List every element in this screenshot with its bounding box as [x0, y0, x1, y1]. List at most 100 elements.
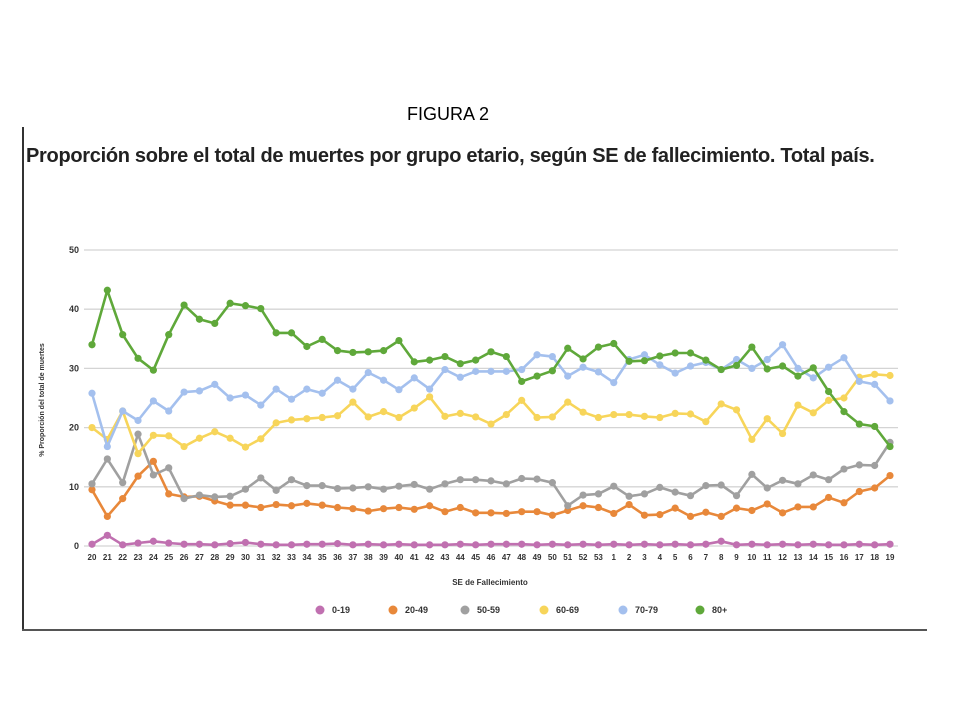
series-60-69 [88, 370, 894, 458]
data-point [287, 541, 296, 549]
data-point [364, 540, 372, 548]
data-point [241, 391, 250, 399]
data-point [594, 413, 603, 422]
data-point [441, 365, 449, 374]
data-point [287, 476, 296, 484]
legend-item: 70-79 [618, 605, 658, 615]
data-point [502, 367, 510, 375]
data-point [272, 419, 280, 427]
data-point [195, 540, 204, 548]
data-point [548, 511, 556, 519]
x-tick-label: 41 [410, 553, 419, 562]
data-point [180, 301, 188, 309]
x-tick-label: 50 [548, 553, 557, 562]
data-point [303, 342, 311, 351]
data-point [149, 537, 157, 545]
data-point [487, 509, 495, 517]
data-point [134, 472, 142, 480]
data-point [640, 490, 649, 498]
data-point [134, 430, 142, 438]
data-point [855, 461, 863, 469]
x-tick-label: 48 [517, 553, 526, 562]
x-tick-label: 36 [333, 553, 342, 562]
data-point [287, 502, 296, 510]
data-point [426, 385, 434, 393]
data-point [732, 361, 741, 370]
data-point [871, 484, 879, 492]
data-point [241, 501, 250, 509]
legend-item: 50-59 [460, 605, 500, 615]
data-point [702, 508, 710, 516]
data-point [119, 495, 127, 503]
legend: 0-19 20-49 50-59 60-69 70-79 80+ [315, 605, 727, 615]
data-point [180, 540, 188, 548]
data-point [594, 368, 603, 376]
data-point [441, 480, 449, 488]
data-point [840, 465, 848, 473]
x-tick-label: 18 [870, 553, 879, 562]
x-tick-label: 15 [824, 553, 833, 562]
data-point [149, 366, 157, 374]
data-point [548, 540, 556, 548]
data-point [533, 475, 541, 483]
data-point [502, 480, 510, 488]
legend-item: 60-69 [539, 605, 579, 615]
data-point [778, 540, 787, 548]
x-tick-label: 14 [809, 553, 818, 562]
data-point [88, 341, 96, 349]
data-point [441, 508, 449, 516]
data-point [241, 485, 250, 493]
data-point [640, 540, 649, 548]
data-point [825, 476, 833, 484]
data-point [257, 435, 265, 443]
data-point [287, 395, 296, 403]
data-point [333, 412, 342, 420]
data-point [364, 348, 372, 356]
data-point [594, 503, 603, 512]
data-point [763, 415, 771, 423]
data-point [318, 335, 326, 343]
data-point [333, 376, 342, 384]
data-point [763, 365, 771, 373]
data-point [840, 394, 848, 402]
x-tick-label: 52 [579, 553, 588, 562]
data-point [656, 483, 664, 491]
data-point [794, 364, 802, 372]
data-point [502, 509, 510, 518]
data-point [333, 347, 342, 355]
data-point [809, 409, 817, 417]
data-point [748, 470, 756, 478]
x-tick-label: 40 [394, 553, 403, 562]
data-point [533, 541, 541, 549]
x-tick-label: 26 [180, 553, 189, 562]
data-point [241, 443, 250, 451]
data-point [686, 349, 695, 357]
data-point [717, 400, 725, 408]
data-point [426, 541, 434, 549]
data-point [149, 431, 157, 439]
data-point [103, 512, 111, 521]
data-point [855, 420, 863, 428]
data-point [809, 374, 817, 382]
data-point [364, 413, 372, 421]
legend-marker [315, 605, 325, 615]
data-point [195, 434, 204, 442]
data-point [886, 471, 894, 480]
y-tick-label: 30 [69, 363, 79, 373]
x-tick-label: 20 [88, 553, 97, 562]
data-point [825, 387, 833, 396]
data-point [763, 355, 771, 364]
data-point [763, 500, 771, 508]
data-point [303, 499, 311, 507]
x-tick-label: 5 [673, 553, 678, 562]
legend-label: 50-59 [477, 605, 500, 615]
data-point [241, 538, 250, 547]
data-point [426, 356, 434, 364]
data-point [165, 539, 173, 547]
data-point [640, 412, 649, 420]
data-point [211, 541, 219, 549]
data-point [564, 344, 572, 352]
data-point [748, 506, 756, 515]
data-point [855, 487, 863, 496]
y-tick-label: 40 [69, 304, 79, 314]
